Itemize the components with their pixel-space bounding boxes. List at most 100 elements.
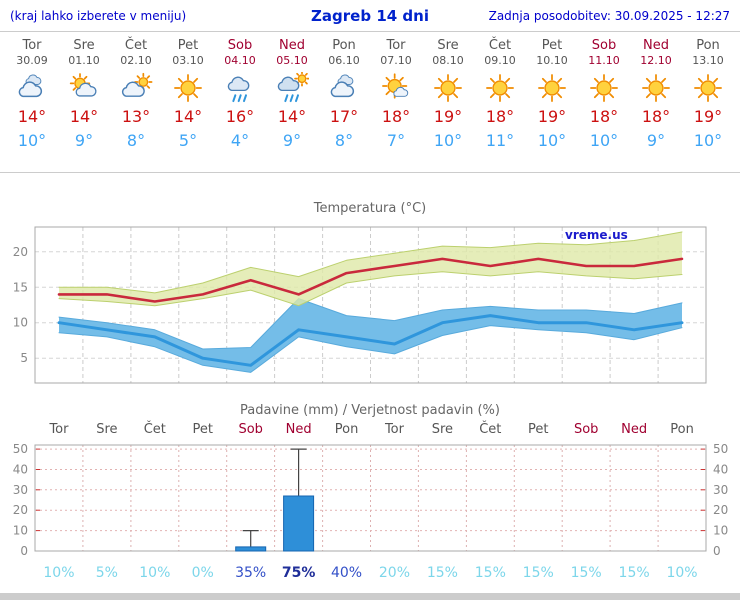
precip-day-label: Sre — [96, 422, 118, 437]
svg-text:20: 20 — [13, 245, 28, 259]
day-date: 07.10 — [380, 54, 412, 67]
precip-probability: 15% — [474, 565, 506, 581]
temperature-section: Temperatura (°C) 5 10 15 20 vreme.us — [0, 201, 740, 391]
precip-day-label: Pet — [528, 422, 549, 437]
svg-text:50: 50 — [713, 442, 728, 456]
weather-icon-sunny — [474, 70, 526, 106]
low-temp: 9° — [646, 131, 666, 150]
day-name: Pet — [541, 38, 563, 53]
precip-day-label: Čet — [143, 422, 166, 437]
precip-day-label: Sob — [573, 422, 599, 437]
precip-day-axis: Tor Sre Čet Pet Sob Ned Pon Tor Sre Čet Pet Sob Ned P… — [35, 422, 706, 437]
day-date: 11.10 — [588, 54, 620, 67]
weather-icon-sunny — [422, 70, 474, 106]
svg-text:50: 50 — [13, 442, 28, 456]
high-temp: 16° — [225, 107, 255, 126]
day-column: Tor 07.10 18° 7° — [370, 36, 422, 172]
day-date: 13.10 — [692, 54, 724, 67]
temperature-chart-title: Temperatura (°C) — [313, 201, 427, 216]
precip-day-label: Sob — [238, 422, 263, 437]
low-temp: 10° — [693, 131, 723, 150]
low-temp: 4° — [230, 131, 250, 150]
svg-text:10: 10 — [13, 316, 28, 330]
day-column: Sob 11.10 18° 10° — [578, 36, 630, 172]
svg-text:30: 30 — [713, 483, 728, 497]
day-column: Pet 10.10 19° 10° — [526, 36, 578, 172]
day-column: Ned 05.10 14° 9° — [266, 36, 318, 172]
day-name: Tor — [22, 38, 42, 53]
svg-text:5: 5 — [20, 351, 28, 365]
day-name: Pet — [177, 38, 199, 53]
precip-probability: 10% — [139, 565, 171, 581]
day-name: Ned — [279, 38, 305, 53]
high-temp: 18° — [381, 107, 411, 126]
weather-icon-mostly-sunny — [370, 70, 422, 106]
low-temp: 5° — [178, 131, 198, 150]
day-name: Sre — [73, 38, 95, 53]
weather-icon-sunny — [162, 70, 214, 106]
day-date: 09.10 — [484, 54, 516, 67]
day-date: 08.10 — [432, 54, 464, 67]
precip-day-label: Čet — [479, 422, 502, 437]
low-temp: 10° — [537, 131, 567, 150]
weather-icon-rain-sun — [266, 70, 318, 106]
precip-day-label: Ned — [285, 422, 312, 437]
high-temp: 19° — [433, 107, 463, 126]
svg-text:10: 10 — [713, 524, 728, 538]
day-name: Sre — [437, 38, 459, 53]
weather-icon-sunny — [682, 70, 734, 106]
svg-text:20: 20 — [713, 503, 728, 517]
day-column: Tor 30.09 14° 10° — [6, 36, 58, 172]
page-title: Zagreb 14 dni — [311, 6, 429, 25]
precip-probability: 75% — [281, 565, 316, 581]
svg-text:40: 40 — [713, 463, 728, 477]
footer-bar — [0, 593, 740, 600]
precip-day-label: Sre — [431, 422, 454, 437]
day-date: 05.10 — [276, 54, 308, 67]
svg-text:40: 40 — [13, 463, 28, 477]
day-date: 12.10 — [640, 54, 672, 67]
precip-probability: 5% — [95, 565, 118, 581]
day-column: Pon 13.10 19° 10° — [682, 36, 734, 172]
day-name: Čet — [124, 38, 148, 53]
precip-probability: 15% — [618, 565, 650, 581]
high-temp: 14° — [17, 107, 47, 126]
svg-text:15: 15 — [13, 280, 28, 294]
low-temp: 11° — [485, 131, 515, 150]
day-column: Pet 03.10 14° 5° — [162, 36, 214, 172]
watermark: vreme.us — [565, 228, 628, 242]
day-name: Ned — [643, 38, 669, 53]
weather-icon-cloudy — [6, 70, 58, 106]
day-date: 01.10 — [68, 54, 100, 67]
svg-text:0: 0 — [713, 544, 721, 558]
precip-day-label: Tor — [384, 422, 404, 437]
day-column: Sre 01.10 14° 9° — [58, 36, 110, 172]
day-date: 30.09 — [16, 54, 48, 67]
precip-probability: 20% — [378, 565, 411, 581]
forecast-strip: Tor 30.09 14° 10° Sre 01.10 14° 9° Čet 0… — [0, 32, 740, 173]
precip-probability: 40% — [330, 565, 363, 581]
location-menu-hint: (kraj lahko izberete v meniju) — [10, 8, 187, 23]
high-temp: 19° — [693, 107, 723, 126]
day-column: Čet 09.10 18° 11° — [474, 36, 526, 172]
high-temp: 14° — [277, 107, 307, 126]
day-date: 02.10 — [120, 54, 152, 67]
last-updated: Zadnja posodobitev: 30.09.2025 - 12:27 — [488, 8, 731, 23]
low-temp: 9° — [282, 131, 302, 150]
precipitation-section: Padavine (mm) / Verjetnost padavin (%) T… — [0, 403, 740, 581]
precip-day-label: Pet — [192, 422, 213, 437]
weather-icon-mostly-cloudy — [110, 70, 162, 106]
day-name: Sob — [591, 38, 617, 53]
low-temp: 8° — [126, 131, 146, 150]
precip-probability: 15% — [426, 565, 458, 581]
svg-text:30: 30 — [13, 483, 28, 497]
temperature-chart: 5 10 15 20 vreme.us — [13, 226, 707, 384]
high-temp: 14° — [69, 107, 99, 126]
day-column: Pon 06.10 17° 8° — [318, 36, 370, 172]
day-date: 10.10 — [536, 54, 568, 67]
precipitation-chart-title: Padavine (mm) / Verjetnost padavin (%) — [240, 403, 500, 418]
day-name: Sob — [227, 38, 253, 53]
day-name: Tor — [386, 38, 406, 53]
low-temp: 10° — [589, 131, 619, 150]
precip-day-label: Ned — [621, 422, 648, 437]
